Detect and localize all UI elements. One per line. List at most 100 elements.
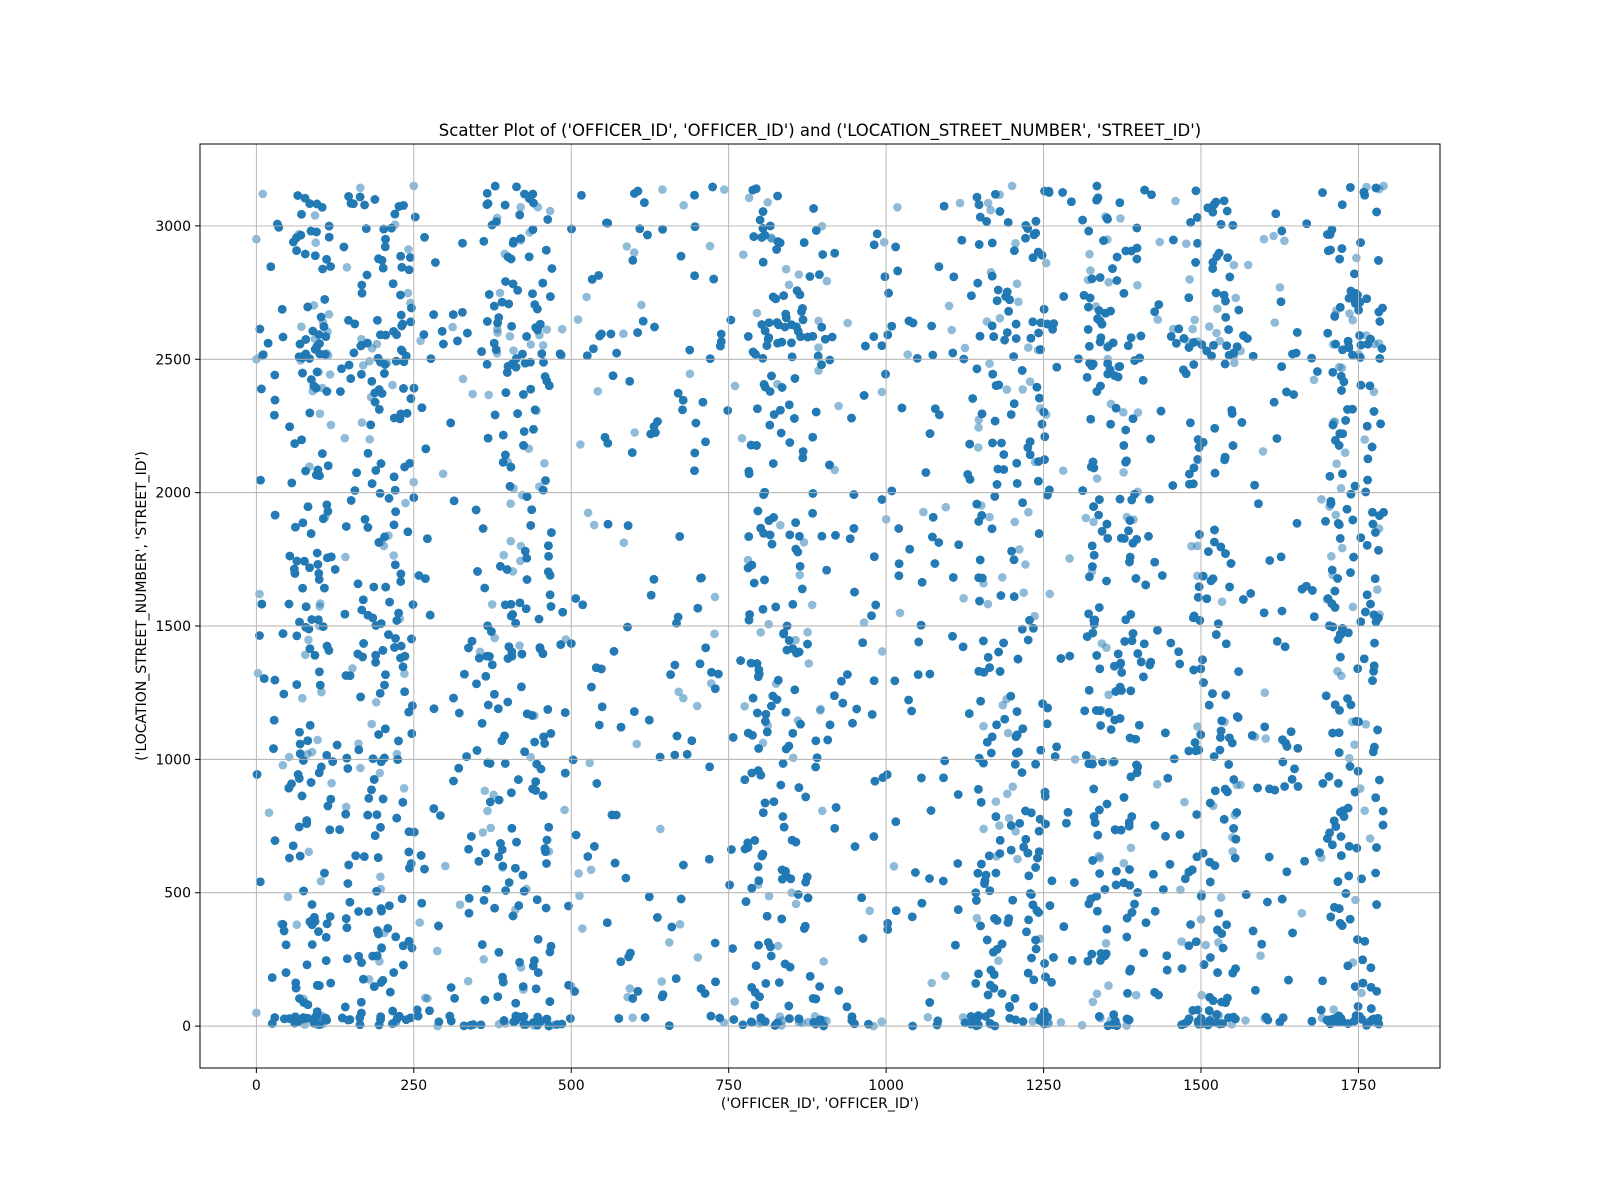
scatter-point (807, 600, 817, 610)
scatter-point (304, 847, 314, 857)
scatter-point (1003, 789, 1012, 799)
scatter-point (1213, 304, 1222, 314)
scatter-point (1152, 780, 1162, 789)
scatter-point (341, 552, 350, 562)
scatter-point (1077, 1020, 1087, 1030)
scatter-point (710, 629, 719, 639)
scatter-point (298, 693, 307, 703)
scatter-point (1270, 318, 1280, 327)
scatter-point (479, 955, 489, 964)
scatter-point (1331, 510, 1341, 520)
scatter-point (341, 802, 351, 812)
scatter-point (297, 322, 306, 332)
scatter-point (1228, 847, 1237, 856)
scatter-point (923, 1013, 933, 1022)
scatter-point (1056, 1018, 1066, 1027)
scatter-point (371, 698, 381, 707)
scatter-point (784, 280, 794, 290)
scatter-point (895, 608, 905, 618)
scatter-point (865, 906, 874, 916)
scatter-point (586, 865, 596, 875)
scatter-point (1350, 740, 1359, 749)
scatter-point (791, 635, 800, 645)
scatter-point (1008, 782, 1018, 791)
scatter-point (415, 918, 425, 927)
scatter-point (493, 328, 502, 338)
scatter-point (1133, 280, 1142, 290)
scatter-point (324, 310, 334, 319)
scatter-point (448, 322, 457, 332)
scatter-point (893, 203, 902, 212)
scatter-point (1373, 585, 1382, 594)
scatter-point (463, 976, 473, 986)
scatter-point (307, 747, 317, 757)
scatter-point (1104, 981, 1113, 990)
scatter-point (283, 892, 293, 902)
scatter-point (404, 245, 413, 254)
scatter-point (781, 264, 791, 274)
scatter-point (490, 633, 500, 643)
scatter-point (814, 343, 823, 352)
scatter-point (1010, 517, 1019, 527)
scatter-point (1269, 231, 1278, 241)
scatter-point (878, 647, 887, 656)
scatter-point (799, 538, 809, 547)
scatter-point (357, 418, 367, 427)
scatter-point (316, 877, 326, 886)
scatter-point (1360, 806, 1369, 815)
scatter-point (818, 806, 827, 816)
scatter-point (998, 573, 1007, 582)
scatter-point (1131, 990, 1141, 1000)
scatter-point (889, 862, 899, 871)
scatter-point (1012, 279, 1022, 289)
scatter-point (540, 459, 549, 468)
scatter-point (795, 570, 805, 580)
scatter-point (619, 329, 628, 339)
scatter-point (1003, 728, 1013, 738)
scatter-point (340, 433, 350, 443)
scatter-point (423, 994, 432, 1003)
scatter-point (740, 702, 749, 711)
scatter-point (804, 659, 814, 668)
scatter-point (763, 198, 772, 207)
scatter-point (1344, 753, 1354, 763)
scatter-point (1351, 895, 1360, 905)
scatter-point (1014, 297, 1023, 307)
scatter-point (1216, 893, 1226, 902)
scatter-point (679, 201, 688, 210)
scatter-point (1241, 1016, 1250, 1025)
scatter-point (1094, 851, 1104, 861)
scatter-point (1243, 260, 1253, 270)
scatter-point (1092, 474, 1102, 483)
scatter-point (685, 369, 695, 379)
scatter-point (458, 374, 468, 384)
scatter-point (509, 346, 518, 355)
scatter-point (301, 650, 310, 660)
scatter-point (693, 953, 703, 962)
scatter-point (658, 185, 667, 194)
scatter-point (974, 423, 983, 432)
scatter-point (927, 978, 936, 988)
scatter-point (1021, 560, 1030, 569)
scatter-point (487, 600, 497, 609)
scatter-point (1365, 834, 1375, 843)
scatter-point (342, 263, 352, 272)
scatter-point (1092, 989, 1102, 999)
scatter-point (941, 971, 950, 981)
scatter-point (822, 276, 832, 286)
scatter-point (995, 821, 1004, 830)
scatter-point (1261, 734, 1270, 743)
scatter-point (1180, 797, 1189, 807)
scatter-point (1231, 293, 1240, 303)
scatter-point (1327, 552, 1336, 561)
scatter-point (578, 924, 587, 933)
scatter-point (1025, 377, 1035, 387)
scatter-point (354, 739, 363, 748)
scatter-point (1088, 997, 1098, 1007)
scatter-point (979, 721, 988, 731)
scatter-point (776, 520, 785, 530)
scatter-point (625, 984, 635, 993)
scatter-point (1004, 813, 1014, 823)
scatter-point (903, 350, 912, 359)
scatter-point (1045, 589, 1054, 599)
